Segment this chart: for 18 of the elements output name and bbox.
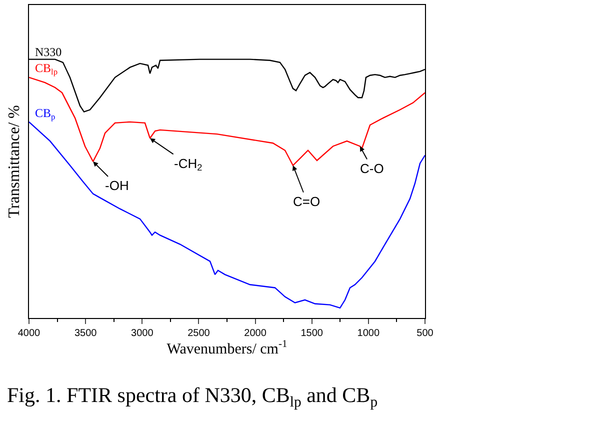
x-tick-label: 1500 [300, 328, 324, 339]
y-axis-title: Transmittance/ % [6, 105, 23, 218]
x-tick-label: 1000 [357, 328, 380, 339]
annotation: C-O [360, 161, 384, 176]
annotation: C=O [293, 194, 320, 209]
x-tick-label: 3000 [131, 328, 154, 339]
series-label: CB$_{lp}$ [35, 61, 58, 77]
annotation: -OH [105, 178, 129, 193]
x-tick-label: 3500 [74, 328, 98, 339]
series-label: CB$_{p}$ [35, 106, 56, 122]
x-tick-label: 4000 [18, 328, 41, 339]
x-tick-label: 2000 [244, 328, 267, 339]
x-tick-label: 500 [416, 328, 434, 339]
caption: Fig. 1. FTIR spectra of N330, CB$_{lp}$ and CB$_{p}$ [7, 383, 378, 410]
x-tick-label: 2500 [188, 328, 210, 339]
x-axis-title: Wavenumbers/ cm$^{-1}$ [166, 339, 288, 358]
annotation: -CH$_{2}$ [174, 156, 202, 173]
series-label: N330 [35, 45, 62, 59]
